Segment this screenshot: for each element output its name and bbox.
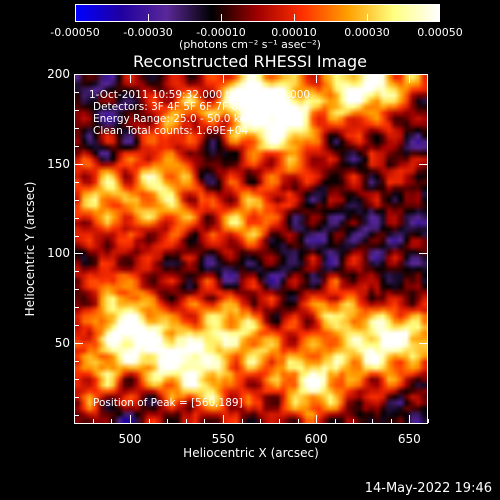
- timestamp: 14-May-2022 19:46: [364, 481, 492, 496]
- annotation-time: 1-Oct-2011 10:59:32.000 to 11:04:20.000: [89, 89, 311, 101]
- colorbar-tick-label: 0.00050: [417, 26, 463, 39]
- y-minor-tick: [75, 235, 79, 237]
- y-minor-tick: [75, 217, 79, 219]
- x-tick-top: [223, 75, 225, 83]
- y-tick-label: 50: [54, 336, 70, 351]
- annotation-clean: Clean Total counts: 1.69E+04: [93, 125, 249, 137]
- y-minor-tick: [75, 379, 79, 381]
- x-tick: [223, 415, 225, 423]
- x-tick: [129, 415, 131, 423]
- y-tick-label: 150: [47, 156, 70, 171]
- x-minor-tick: [111, 419, 113, 423]
- x-minor-tick: [428, 419, 429, 423]
- y-tick-right: [419, 253, 427, 255]
- colorbar-tick: [367, 14, 368, 22]
- colorbar-tick-label: -0.00030: [123, 26, 173, 39]
- y-tick: [75, 74, 83, 75]
- x-tick-top: [316, 75, 318, 83]
- y-minor-tick: [75, 271, 79, 273]
- annotation-detectors: Detectors: 3F 4F 5F 6F 7F 8F, Att 0: [93, 101, 277, 113]
- colorbar: [75, 4, 440, 22]
- y-minor-tick: [75, 397, 79, 399]
- colorbar-tick: [148, 14, 149, 22]
- x-axis-label: Heliocentric X (arcsec): [183, 446, 319, 460]
- y-tick: [75, 253, 83, 255]
- y-minor-tick: [75, 145, 79, 147]
- y-minor-tick: [75, 181, 79, 183]
- x-minor-tick: [390, 419, 392, 423]
- chart-title: Reconstructed RHESSI Image: [133, 52, 367, 71]
- x-minor-tick: [92, 419, 94, 423]
- heatmap-image: [75, 75, 427, 423]
- colorbar-tick-label: 0.00010: [271, 26, 317, 39]
- y-minor-tick: [75, 289, 79, 291]
- colorbar-tick: [221, 14, 222, 22]
- x-minor-tick: [185, 419, 187, 423]
- colorbar-tick: [439, 14, 440, 22]
- annotation-peak: Position of Peak = [560,189]: [93, 397, 243, 409]
- colorbar-tick-label: 0.00030: [344, 26, 390, 39]
- x-minor-tick: [353, 419, 355, 423]
- y-tick: [75, 163, 83, 165]
- x-minor-tick: [278, 419, 280, 423]
- colorbar-tick-label: -0.00010: [196, 26, 246, 39]
- x-minor-tick: [334, 419, 336, 423]
- y-minor-tick: [75, 307, 79, 309]
- x-minor-tick: [297, 419, 299, 423]
- y-tick-label: 100: [47, 246, 70, 261]
- x-tick-label: 650: [397, 432, 421, 446]
- annotation-energy: Energy Range: 25.0 - 50.0 keV: [93, 113, 254, 125]
- colorbar-tick: [294, 14, 295, 22]
- y-minor-tick: [75, 127, 79, 129]
- colorbar-tick-label: -0.00050: [50, 26, 100, 39]
- x-tick: [316, 415, 318, 423]
- y-tick-right: [419, 343, 427, 345]
- x-tick-label: 600: [304, 432, 328, 446]
- x-tick-top: [129, 75, 131, 83]
- x-minor-tick: [372, 419, 374, 423]
- y-tick-label: 200: [47, 67, 70, 81]
- x-tick-top: [409, 75, 411, 83]
- x-tick-label: 500: [118, 432, 142, 446]
- y-tick: [75, 343, 83, 345]
- y-axis-label: Heliocentric Y (arcsec): [23, 181, 37, 317]
- colorbar-gradient: [76, 5, 439, 21]
- plot-area: 1-Oct-2011 10:59:32.000 to 11:04:20.000 …: [74, 74, 428, 424]
- y-minor-tick: [75, 415, 79, 417]
- x-minor-tick: [204, 419, 206, 423]
- colorbar-units: (photons cm⁻² s⁻¹ asec⁻²): [179, 38, 321, 51]
- y-minor-tick: [75, 91, 79, 93]
- x-minor-tick: [260, 419, 262, 423]
- x-minor-tick: [148, 419, 150, 423]
- colorbar-tick: [75, 14, 76, 22]
- x-tick-label: 550: [211, 432, 235, 446]
- y-minor-tick: [75, 325, 79, 327]
- y-minor-tick: [75, 361, 79, 363]
- y-minor-tick: [75, 109, 79, 111]
- y-tick-right: [419, 163, 427, 165]
- x-minor-tick: [167, 419, 169, 423]
- x-minor-tick: [241, 419, 243, 423]
- y-tick-right: [419, 74, 427, 75]
- y-minor-tick: [75, 199, 79, 201]
- x-tick: [409, 415, 411, 423]
